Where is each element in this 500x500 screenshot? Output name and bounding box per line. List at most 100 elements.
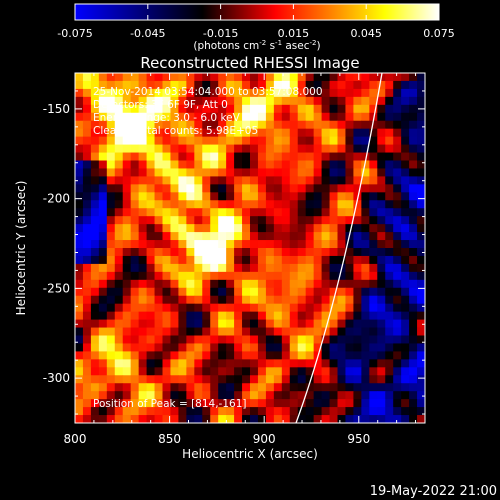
heat-cell <box>194 240 203 249</box>
heat-cell <box>170 359 179 368</box>
heat-cell <box>369 367 378 376</box>
heat-cell <box>377 367 386 376</box>
heat-cell <box>242 327 251 336</box>
heat-cell <box>226 88 235 98</box>
heat-cell <box>75 112 84 122</box>
heat-cell <box>281 359 291 368</box>
heat-cell <box>98 240 108 249</box>
heat-cell <box>417 144 425 153</box>
heat-cell <box>353 335 362 344</box>
heat-cell <box>98 73 108 82</box>
heat-cell <box>337 88 346 98</box>
heat-cell <box>138 279 147 289</box>
heat-cell <box>361 248 370 257</box>
heat-cell <box>377 359 386 368</box>
heat-cell <box>297 192 307 201</box>
heat-cell <box>122 415 132 423</box>
heat-cell <box>210 184 219 193</box>
heat-cell <box>273 311 283 320</box>
heat-cell <box>178 104 187 114</box>
heat-cell <box>321 73 330 82</box>
heat-cell <box>353 96 362 106</box>
heat-cell <box>122 327 132 336</box>
heat-cell <box>146 224 155 233</box>
heat-cell <box>98 391 108 400</box>
heat-cell <box>313 271 322 281</box>
heat-cell <box>130 335 140 344</box>
heat-cell <box>170 120 179 130</box>
heat-cell <box>305 88 315 98</box>
heat-cell <box>226 287 235 297</box>
heat-cell <box>202 311 211 320</box>
heat-cell <box>242 232 251 241</box>
heat-cell <box>281 128 291 138</box>
heat-cell <box>393 144 402 153</box>
heat-cell <box>257 184 267 193</box>
heat-cell <box>289 152 299 161</box>
heat-cell <box>289 128 299 138</box>
heat-cell <box>106 399 116 408</box>
heat-cell <box>122 279 132 289</box>
y-axis-label: Heliocentric Y (arcsec) <box>14 181 28 316</box>
heat-cell <box>401 351 410 360</box>
heat-cell <box>305 184 315 193</box>
heat-cell <box>154 303 163 313</box>
heat-cell <box>305 144 315 153</box>
heat-cell <box>265 279 275 289</box>
heat-cell <box>345 311 354 320</box>
heat-cell <box>345 407 354 416</box>
heat-cell <box>202 176 211 185</box>
heat-cell <box>361 279 370 289</box>
heat-cell <box>210 391 219 400</box>
heat-cell <box>401 73 410 82</box>
heat-cell <box>202 279 211 289</box>
heat-cell <box>170 208 179 217</box>
heat-cell <box>385 303 394 313</box>
heat-cell <box>82 192 92 201</box>
heat-cell <box>170 152 179 161</box>
heat-cell <box>202 144 211 153</box>
heat-cell <box>313 80 322 90</box>
heat-cell <box>130 160 140 169</box>
heat-cell <box>321 104 330 114</box>
heat-cell <box>409 391 418 400</box>
heat-cell <box>273 192 283 201</box>
heat-cell <box>106 248 116 257</box>
heat-cell <box>130 136 140 145</box>
heat-cell <box>265 88 275 98</box>
heat-cell <box>361 176 370 185</box>
heat-cell <box>122 184 132 193</box>
heat-cell <box>369 192 378 201</box>
heat-cell <box>226 224 235 233</box>
chart-title: Reconstructed RHESSI Image <box>140 54 359 72</box>
heat-cell <box>265 112 275 122</box>
heat-cell <box>75 232 84 241</box>
heat-cell <box>337 399 346 408</box>
heat-cell <box>106 367 116 376</box>
heat-cell <box>377 176 386 185</box>
heat-cell <box>377 168 386 177</box>
heat-cell <box>273 152 283 161</box>
heat-cell <box>226 383 235 392</box>
heat-cell <box>138 152 147 161</box>
heat-cell <box>369 208 378 217</box>
heat-cell <box>82 104 92 114</box>
heat-cell <box>75 375 84 384</box>
heat-cell <box>289 255 299 265</box>
heat-cell <box>234 343 243 352</box>
heat-cell <box>329 367 338 376</box>
heat-cell <box>82 271 92 281</box>
heat-cell <box>114 112 124 122</box>
heat-cell <box>409 407 418 416</box>
heat-cell <box>226 112 235 122</box>
heat-cell <box>313 112 322 122</box>
heat-cell <box>170 319 179 328</box>
heat-cell <box>146 136 155 145</box>
heat-cell <box>289 120 299 130</box>
heat-cell <box>130 375 140 384</box>
heat-cell <box>154 112 163 122</box>
heat-cell <box>289 327 299 336</box>
heat-cell <box>234 184 243 193</box>
heat-cell <box>353 367 362 376</box>
heat-cell <box>377 279 386 289</box>
